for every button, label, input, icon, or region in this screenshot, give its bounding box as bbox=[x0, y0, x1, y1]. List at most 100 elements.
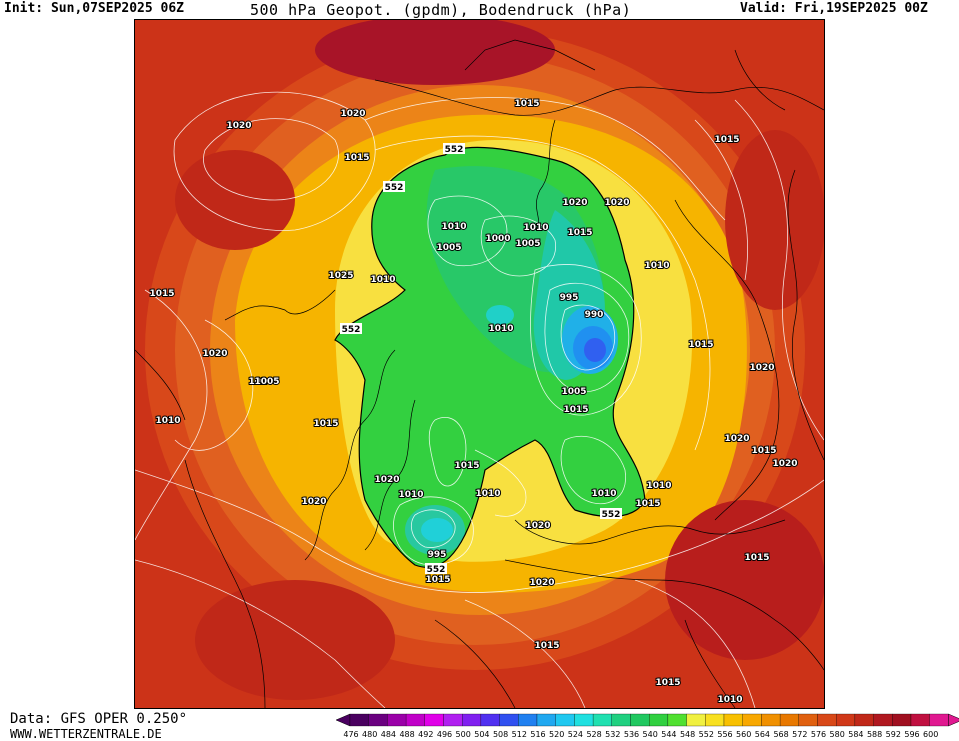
map-canvas: 1020 1020 1015 1015 1015 1020 1020 1015 1010 1005… bbox=[135, 20, 824, 708]
pressure-label: 1020 bbox=[301, 497, 326, 507]
pressure-label: 1020 bbox=[374, 475, 399, 485]
legend-swatch bbox=[910, 713, 930, 727]
legend-tick: 528 bbox=[586, 730, 601, 739]
pressure-label: 1010 bbox=[717, 695, 742, 705]
svg-text:552: 552 bbox=[445, 145, 464, 155]
data-source: Data: GFS OPER 0.250° bbox=[10, 711, 188, 727]
pressure-label: 1010 bbox=[475, 489, 500, 499]
legend-tick: 580 bbox=[830, 730, 845, 739]
legend-tick: 476 bbox=[343, 730, 358, 739]
legend-tick: 560 bbox=[736, 730, 751, 739]
pressure-label: 1015 bbox=[425, 575, 450, 585]
legend-tick: 572 bbox=[792, 730, 807, 739]
legend-swatch bbox=[705, 713, 725, 727]
legend-tick: 488 bbox=[399, 730, 414, 739]
legend-tick: 516 bbox=[530, 730, 545, 739]
pressure-label: 1015 bbox=[454, 461, 479, 471]
legend-swatch bbox=[723, 713, 743, 727]
legend-swatch bbox=[929, 713, 949, 727]
pressure-label: 1020 bbox=[529, 578, 554, 588]
legend-swatch bbox=[761, 713, 781, 727]
pressure-labels: 1020 1020 1015 1015 1015 1020 1020 1015 1010 1005… bbox=[148, 98, 798, 706]
legend-swatch bbox=[387, 713, 407, 727]
pressure-label: 1015 bbox=[635, 499, 660, 509]
legend-swatch bbox=[873, 713, 893, 727]
legend-tick: 596 bbox=[904, 730, 919, 739]
geopotential-label: 552 bbox=[443, 143, 465, 155]
pressure-label: 1020 bbox=[525, 521, 550, 531]
pressure-label: 1020 bbox=[724, 434, 749, 444]
legend-swatch bbox=[536, 713, 556, 727]
svg-text:552: 552 bbox=[385, 183, 404, 193]
legend-swatch bbox=[742, 713, 762, 727]
legend-tick: 532 bbox=[605, 730, 620, 739]
pressure-label: 1010 bbox=[488, 324, 513, 334]
legend-swatch bbox=[667, 713, 687, 727]
legend-tick: 500 bbox=[456, 730, 471, 739]
init-time: Init: Sun,07SEP2025 06Z bbox=[4, 1, 185, 16]
pressure-label: 1010 bbox=[398, 490, 423, 500]
legend-swatch bbox=[686, 713, 706, 727]
legend-tick: 552 bbox=[699, 730, 714, 739]
pressure-label: 1015 bbox=[563, 405, 588, 415]
pressure-label: 1020 bbox=[749, 363, 774, 373]
website-url: WWW.WETTERZENTRALE.DE bbox=[10, 727, 162, 741]
pressure-label: 1015 bbox=[714, 135, 739, 145]
legend-tick: 564 bbox=[755, 730, 770, 739]
svg-text:552: 552 bbox=[427, 565, 446, 575]
legend-swatch bbox=[368, 713, 388, 727]
pressure-label: 1020 bbox=[226, 121, 251, 131]
legend-swatch bbox=[480, 713, 500, 727]
chart-title: 500 hPa Geopot. (gpdm), Bodendruck (hPa) bbox=[250, 1, 632, 19]
legend-swatch bbox=[611, 713, 631, 727]
geopotential-labels: 552 552 552 552 552 bbox=[340, 143, 622, 575]
pressure-label: 1015 bbox=[514, 99, 539, 109]
pressure-label: 1010 bbox=[441, 222, 466, 232]
legend-swatch bbox=[779, 713, 799, 727]
legend-tick: 584 bbox=[848, 730, 863, 739]
legend-tick: 492 bbox=[418, 730, 433, 739]
legend-tick: 504 bbox=[474, 730, 489, 739]
legend-swatch bbox=[836, 713, 856, 727]
coastlines bbox=[135, 39, 824, 708]
pressure-label: 1010 bbox=[644, 261, 669, 271]
legend-swatch bbox=[499, 713, 519, 727]
pressure-label: 1020 bbox=[604, 198, 629, 208]
pressure-label: 995 bbox=[560, 293, 579, 303]
pressure-label: 1015 bbox=[149, 289, 174, 299]
geopotential-label: 552 bbox=[383, 181, 405, 193]
legend-tick: 600 bbox=[923, 730, 938, 739]
legend-tick: 548 bbox=[680, 730, 695, 739]
pressure-label: 1010 bbox=[155, 416, 180, 426]
pressure-label: 1020 bbox=[248, 377, 273, 387]
legend-swatch bbox=[798, 713, 818, 727]
legend-tick: 592 bbox=[886, 730, 901, 739]
legend-swatch bbox=[462, 713, 482, 727]
weather-map: 1020 1020 1015 1015 1015 1020 1020 1015 1010 1005… bbox=[134, 19, 825, 709]
legend-swatch bbox=[592, 713, 612, 727]
pressure-label: 995 bbox=[428, 550, 447, 560]
pressure-label: 1015 bbox=[313, 419, 338, 429]
legend-swatch bbox=[405, 713, 425, 727]
legend-swatch bbox=[555, 713, 575, 727]
pressure-label: 1015 bbox=[688, 340, 713, 350]
legend-swatch bbox=[424, 713, 444, 727]
legend-tick: 576 bbox=[811, 730, 826, 739]
legend-swatch bbox=[443, 713, 463, 727]
legend-swatch bbox=[518, 713, 538, 727]
pressure-label: 1020 bbox=[562, 198, 587, 208]
pressure-label: 1005 bbox=[436, 243, 461, 253]
legend-swatch bbox=[349, 713, 369, 727]
pressure-label: 1025 bbox=[328, 271, 353, 281]
color-legend: 476 480 484 488 492 496 500 504 508 512 516 520 524 5… bbox=[335, 713, 959, 739]
legend-arrow-left bbox=[335, 713, 351, 727]
legend-swatch bbox=[649, 713, 669, 727]
legend-swatch bbox=[630, 713, 650, 727]
legend-tick: 512 bbox=[512, 730, 527, 739]
legend-tick: 520 bbox=[549, 730, 564, 739]
pressure-label: 1020 bbox=[202, 349, 227, 359]
geopotential-552-contour bbox=[334, 146, 646, 568]
legend-swatch bbox=[854, 713, 874, 727]
legend-tick: 536 bbox=[624, 730, 639, 739]
geopotential-label: 552 bbox=[600, 508, 622, 520]
